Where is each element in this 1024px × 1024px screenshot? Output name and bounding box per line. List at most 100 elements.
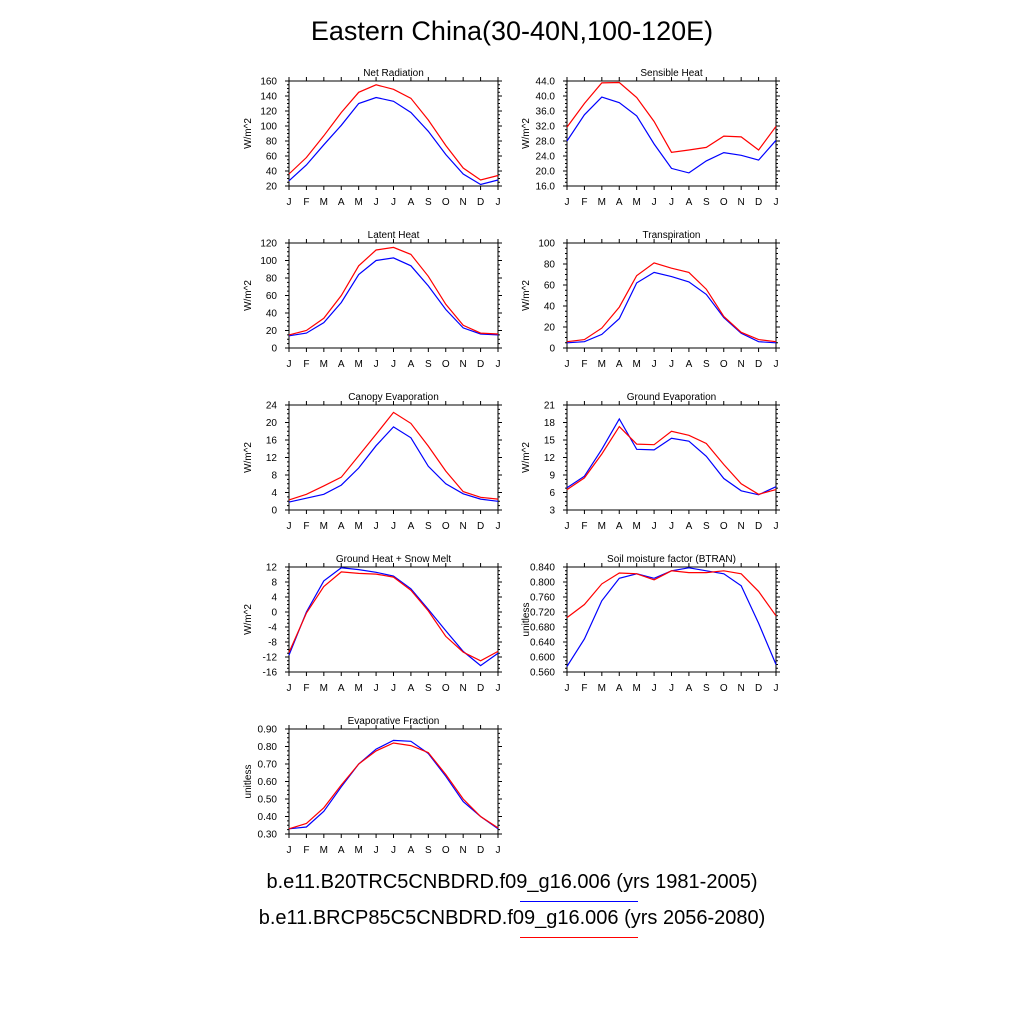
panel-title: Transpiration [643,230,701,241]
y-tick-label: 0.680 [530,623,555,634]
x-tick-label: D [755,359,762,370]
y-tick-label: 40 [266,309,278,320]
y-tick-label: 80 [266,274,278,285]
x-tick-label: N [738,359,745,370]
y-axis-label: W/m^2 [243,280,254,311]
x-tick-label: F [303,683,309,694]
y-tick-label: 0.760 [530,593,555,604]
y-tick-label: 0.50 [258,795,278,806]
x-tick-label: J [565,521,570,532]
y-tick-label: 36.0 [536,107,556,118]
series-line-historical [566,96,777,174]
series-line-future [288,571,499,662]
y-axis-label: unitless [521,603,532,637]
y-tick-label: -12 [263,653,278,664]
panel-title: Soil moisture factor (BTRAN) [607,554,736,565]
y-tick-label: 16 [266,436,278,447]
y-tick-label: 20 [266,418,278,429]
y-axis-label: W/m^2 [521,442,532,473]
panel-title: Evaporative Fraction [348,716,440,727]
y-tick-label: 0.720 [530,608,555,619]
panel-8: Soil moisture factor (BTRAN) unitless 0.56… [521,554,780,694]
y-tick-label: 0.60 [258,777,278,788]
x-tick-label: S [425,845,432,856]
x-tick-label: F [581,521,587,532]
series-line-future [566,262,777,343]
y-tick-label: 16.0 [536,182,556,193]
y-tick-label: 24 [266,401,278,412]
x-tick-label: A [686,521,693,532]
x-tick-label: J [652,683,657,694]
y-tick-label: 20 [544,323,556,334]
x-tick-label: O [442,845,450,856]
x-tick-label: J [496,359,501,370]
x-tick-label: O [720,683,728,694]
x-tick-label: D [477,521,484,532]
x-tick-label: M [632,359,640,370]
series-line-historical [566,417,777,496]
plot-frame [566,566,777,673]
x-tick-label: D [477,683,484,694]
x-tick-label: A [686,683,693,694]
x-tick-label: N [460,521,467,532]
x-tick-label: J [669,683,674,694]
x-tick-label: D [755,683,762,694]
x-tick-label: J [652,521,657,532]
x-tick-label: J [652,359,657,370]
x-tick-label: A [338,197,345,208]
x-tick-label: M [320,683,328,694]
legend-swatch-historical [520,901,638,902]
series-line-future [566,81,777,153]
y-tick-label: 9 [549,471,555,482]
x-tick-label: A [408,683,415,694]
series-line-future [288,742,499,830]
x-tick-label: A [338,359,345,370]
y-tick-label: 28.0 [536,137,556,148]
x-tick-label: J [287,359,292,370]
y-tick-label: 100 [538,239,555,250]
y-tick-label: -8 [268,638,277,649]
x-tick-label: J [287,845,292,856]
series-line-historical [288,567,499,667]
x-tick-label: A [616,197,623,208]
x-tick-label: M [354,521,362,532]
x-tick-label: N [738,521,745,532]
x-tick-label: D [755,197,762,208]
x-tick-label: J [287,521,292,532]
x-tick-label: F [303,359,309,370]
y-tick-label: 0.90 [258,725,278,736]
series-line-future [288,84,499,181]
x-tick-label: J [374,197,379,208]
series-line-historical [288,739,499,830]
y-tick-label: 32.0 [536,122,556,133]
panel-7: Ground Heat + Snow Melt W/m^2 -16 -12 -8 -4 0 4… [243,554,502,694]
x-tick-label: O [442,359,450,370]
y-tick-label: 0.600 [530,653,555,664]
x-tick-label: J [496,683,501,694]
legend-label-future: b.e11.BRCP85C5CNBDRD.f09_g16.006 (yrs 20… [258,907,766,929]
x-tick-label: J [287,197,292,208]
figure-title: Eastern China(30-40N,100-120E) [310,16,714,46]
x-tick-label: M [598,359,606,370]
x-tick-label: J [391,197,396,208]
y-tick-label: 0.30 [258,830,278,841]
y-tick-label: 60 [266,291,278,302]
series-line-historical [288,257,499,337]
x-tick-label: O [720,359,728,370]
y-tick-label: 40.0 [536,92,556,103]
x-tick-label: D [755,521,762,532]
series-line-historical [566,567,777,667]
x-tick-label: O [442,197,450,208]
x-tick-label: M [320,359,328,370]
x-tick-label: N [738,197,745,208]
y-tick-label: 0.840 [530,563,555,574]
y-axis-label: W/m^2 [243,442,254,473]
y-tick-label: 0 [549,344,555,355]
x-tick-label: O [720,197,728,208]
x-tick-label: M [598,521,606,532]
x-tick-label: J [565,197,570,208]
y-tick-label: 3 [549,506,555,517]
